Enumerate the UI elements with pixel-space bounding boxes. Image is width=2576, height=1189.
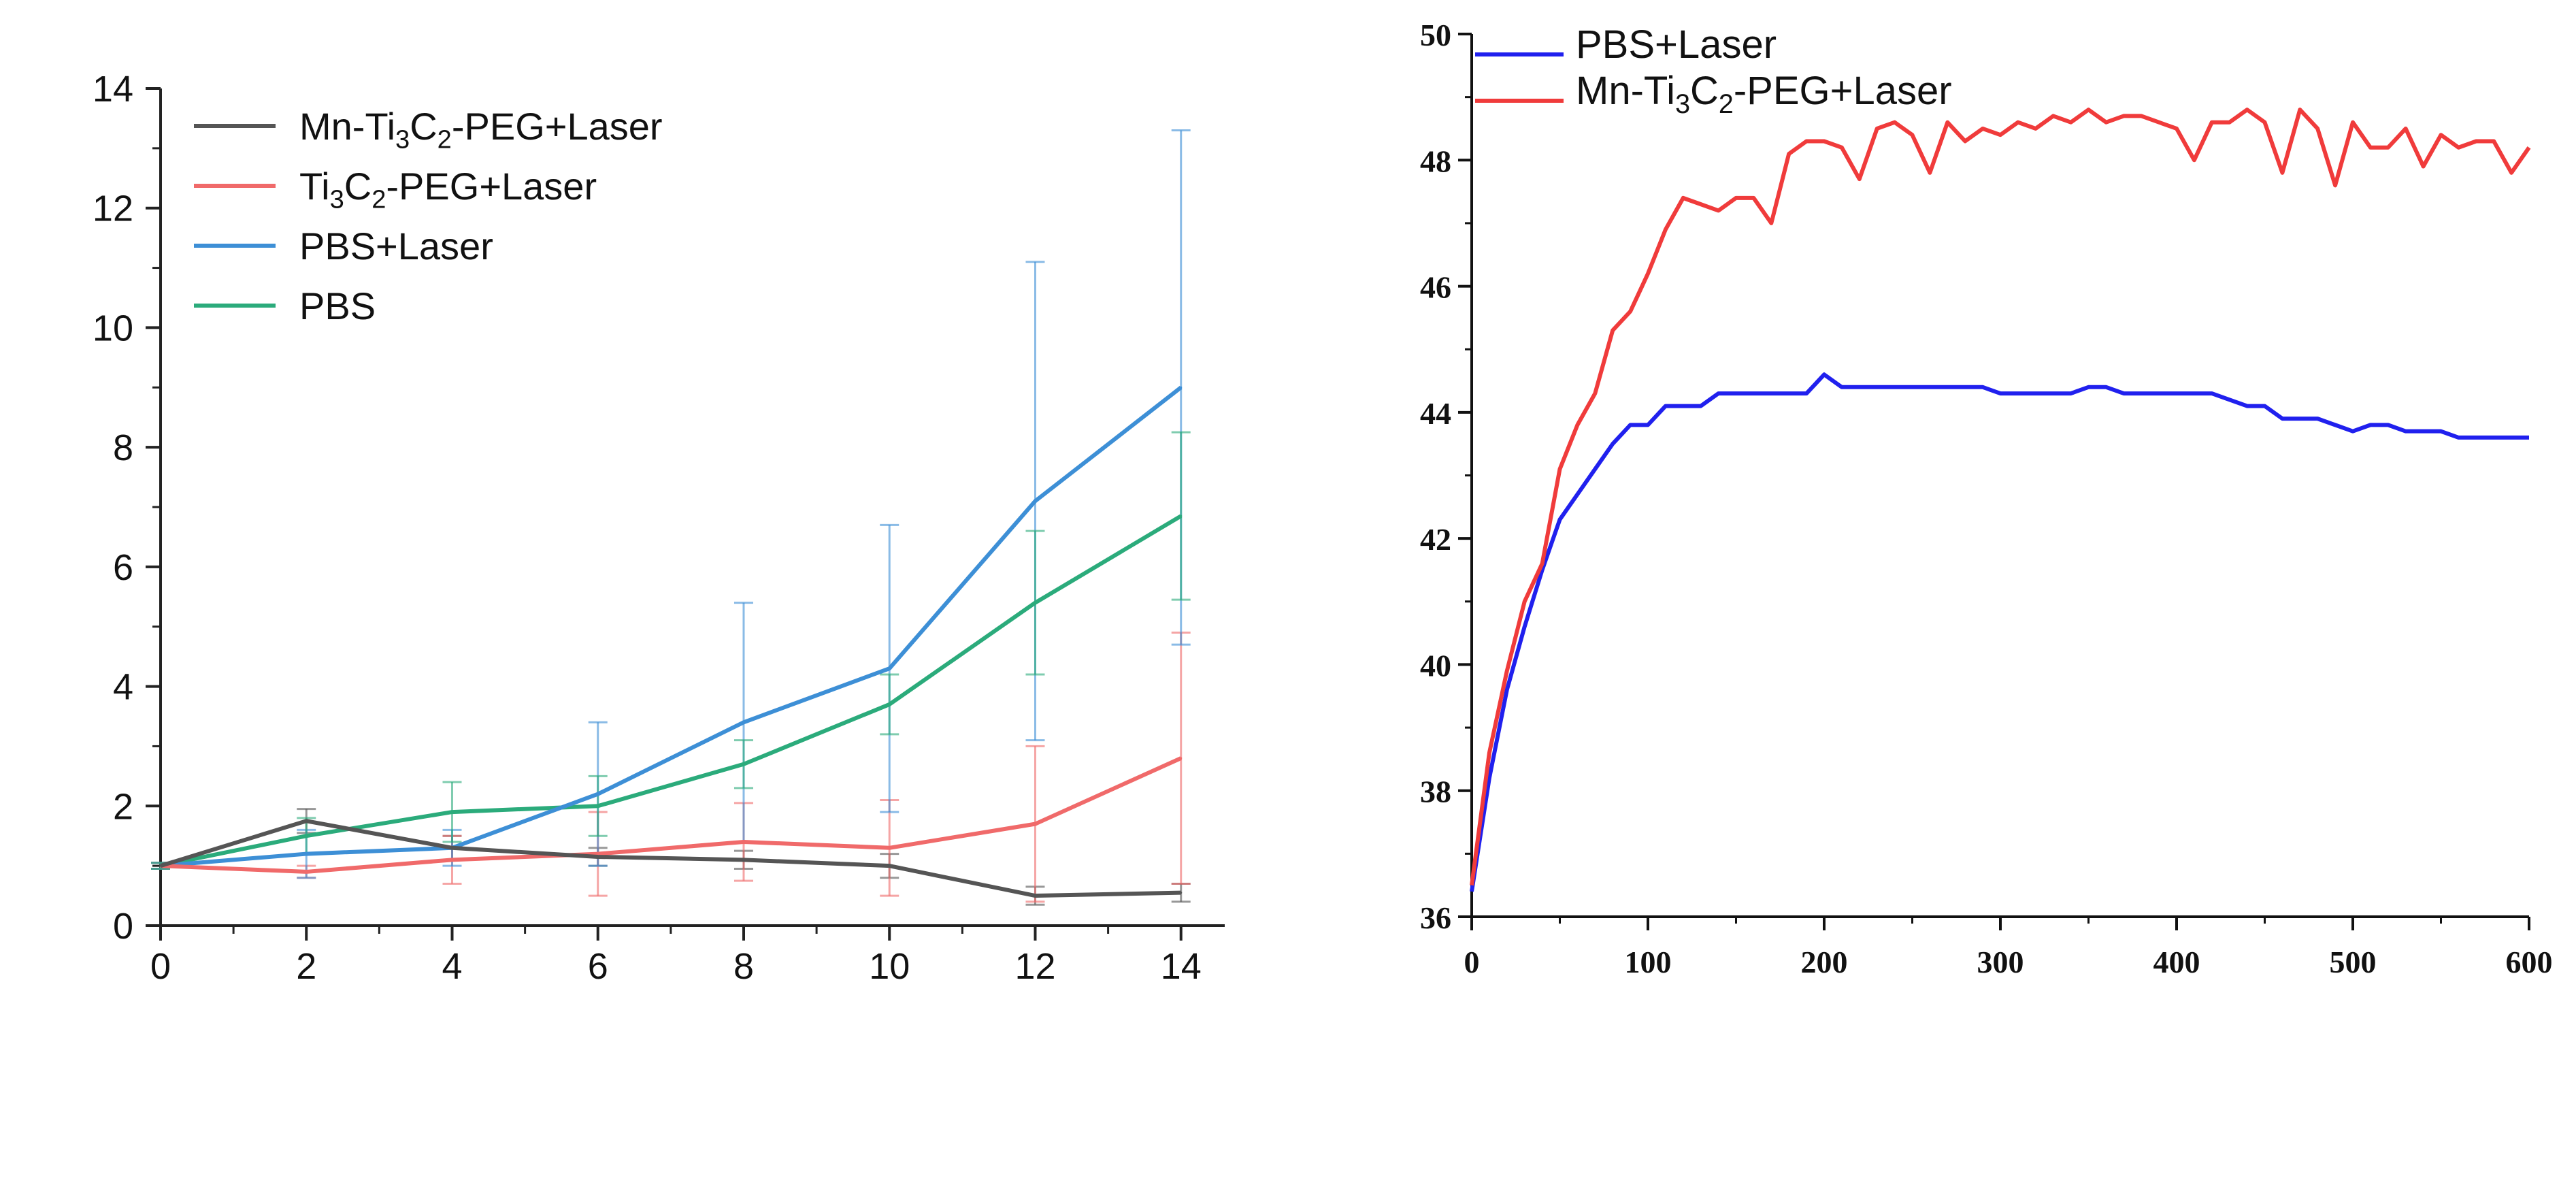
data-point: [888, 847, 891, 849]
y-tick-label: 8: [113, 427, 133, 468]
y-tick-label: 42: [1420, 522, 1451, 557]
legend-text-part: PBS: [299, 284, 376, 327]
data-point: [450, 847, 453, 849]
data-point: [742, 763, 745, 766]
panel-a-chart: 0 2 4 6 8 10 12 1402468101214Mn-Ti3C2-PEG+Laser…: [93, 69, 1225, 987]
data-point: [888, 703, 891, 706]
y-tick-label: 14: [93, 69, 133, 110]
legend-text-part: Mn-Ti: [1576, 69, 1675, 113]
legend-label: PBS: [299, 284, 376, 327]
y-tick-label: 46: [1420, 270, 1451, 305]
x-tick-label: 12: [1014, 946, 1055, 987]
y-tick-label: 2: [113, 786, 133, 827]
data-point: [1180, 892, 1183, 894]
data-point: [1180, 386, 1183, 389]
y-tick-label: 36: [1420, 900, 1451, 935]
data-point: [159, 864, 162, 867]
data-point: [742, 721, 745, 723]
legend-subscript: 2: [437, 125, 452, 154]
panel-b-chart: 0 100 200 300 400 500 600 36 38 40 42 44 46 48 50 PBS+L…: [1420, 18, 2553, 979]
data-point: [1180, 515, 1183, 517]
y-tick-label: 6: [113, 547, 133, 588]
data-point: [305, 853, 308, 856]
x-tick-label: 400: [2153, 945, 2200, 979]
x-tick-label: 10: [869, 946, 910, 987]
legend-label: Mn-Ti3C2-PEG+Laser: [1576, 69, 1952, 119]
data-point: [888, 667, 891, 670]
legend-subscript: 3: [330, 185, 344, 214]
x-tick-label: 300: [1977, 945, 2024, 979]
y-tick-label: 50: [1420, 18, 1451, 52]
legend-subscript: 2: [1719, 89, 1734, 119]
data-point: [450, 811, 453, 813]
series-line-1: [160, 756, 1182, 874]
legend-text-part: -PEG+Laser: [1734, 69, 1952, 113]
data-point: [1034, 894, 1036, 897]
y-tick-label: 12: [93, 189, 133, 229]
legend-text-part: PBS+Laser: [1576, 22, 1777, 67]
series-line-0: [1470, 372, 2529, 892]
data-point: [1034, 500, 1036, 502]
legend-text-part: C: [344, 165, 371, 208]
x-tick-label: 100: [1625, 945, 1672, 979]
y-tick-label: 48: [1420, 144, 1451, 178]
legend-text-part: -PEG+Laser: [452, 105, 663, 148]
x-tick-label: 0: [1464, 945, 1480, 979]
x-tick-label: 6: [588, 946, 608, 987]
x-tick-label: 500: [2330, 945, 2377, 979]
data-point: [597, 853, 599, 856]
data-point: [450, 858, 453, 861]
y-tick-label: 10: [93, 308, 133, 348]
legend-text-part: PBS+Laser: [299, 225, 493, 267]
legend-label: Ti3C2-PEG+Laser: [299, 165, 597, 214]
y-tick-label: 0: [113, 906, 133, 947]
legend-label: Mn-Ti3C2-PEG+Laser: [299, 105, 663, 154]
x-tick-label: 2: [296, 946, 316, 987]
y-tick-label: 38: [1420, 775, 1451, 809]
legend-label: PBS+Laser: [299, 225, 493, 267]
series-line-3: [160, 514, 1183, 868]
data-point: [888, 864, 891, 867]
x-tick-label: 200: [1801, 945, 1848, 979]
x-tick-label: 4: [442, 946, 462, 987]
data-point: [305, 834, 308, 837]
legend-subscript: 3: [1675, 89, 1690, 119]
legend-label: PBS+Laser: [1576, 22, 1777, 67]
x-tick-label: 600: [2506, 945, 2553, 979]
series-line-2: [160, 385, 1183, 868]
data-point: [1180, 757, 1183, 760]
y-tick-label: 40: [1420, 648, 1451, 683]
data-point: [1034, 602, 1036, 604]
x-tick-label: 0: [150, 946, 171, 987]
x-tick-label: 8: [733, 946, 754, 987]
legend-text-part: Ti: [299, 165, 330, 208]
data-point: [597, 856, 599, 858]
legend-text-part: C: [410, 105, 437, 148]
data-point: [1034, 823, 1036, 826]
legend-subscript: 2: [371, 185, 386, 214]
legend-text-part: Mn-Ti: [299, 105, 395, 148]
series-line-0: [160, 819, 1181, 898]
y-tick-label: 44: [1420, 396, 1451, 431]
data-point: [742, 841, 745, 843]
x-tick-label: 14: [1161, 946, 1202, 987]
legend-text-part: C: [1690, 69, 1719, 113]
data-point: [597, 793, 599, 796]
data-point: [305, 819, 308, 822]
legend-subscript: 3: [395, 125, 410, 154]
y-tick-label: 4: [113, 667, 133, 708]
legend-text-part: -PEG+Laser: [386, 165, 597, 208]
series-line-1: [1470, 108, 2531, 886]
data-point: [742, 858, 745, 861]
data-point: [597, 804, 599, 807]
data-point: [305, 870, 308, 873]
